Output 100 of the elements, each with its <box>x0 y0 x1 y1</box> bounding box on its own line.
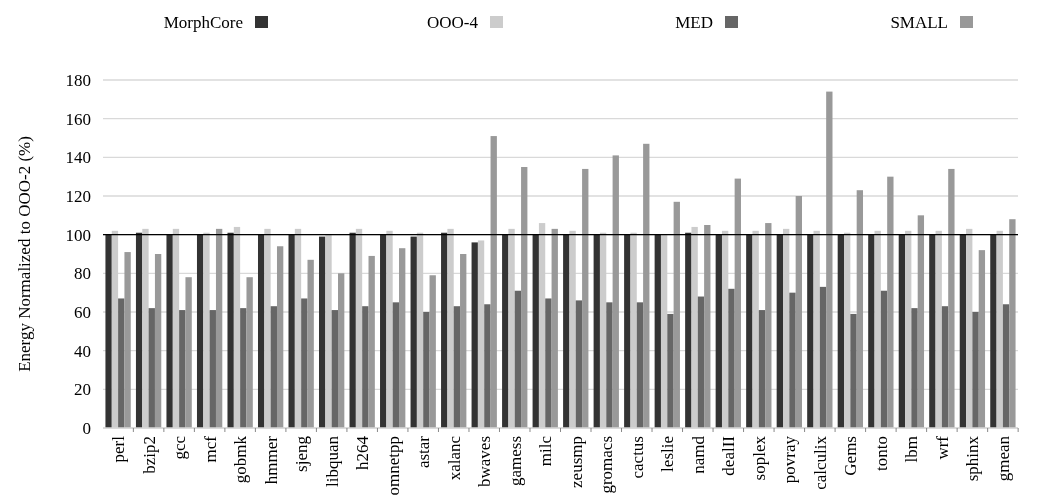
legend-label: MED <box>675 12 713 32</box>
bar <box>959 234 967 428</box>
bar <box>111 230 119 428</box>
bar <box>917 215 925 428</box>
bar <box>898 234 906 428</box>
bar <box>386 230 393 428</box>
y-tick-label: 160 <box>65 109 91 129</box>
bar <box>599 232 607 428</box>
bar <box>636 302 644 428</box>
bar <box>563 234 570 428</box>
bar <box>301 298 308 428</box>
y-tick-label: 80 <box>74 264 91 284</box>
x-tick-label: gobmk <box>231 435 251 484</box>
bar <box>704 225 711 428</box>
bar <box>721 230 729 428</box>
bar <box>887 176 894 428</box>
bar <box>850 313 857 428</box>
bar <box>118 298 125 428</box>
bar <box>752 230 759 428</box>
y-tick-label: 60 <box>74 302 91 322</box>
bar <box>307 259 314 428</box>
bar <box>685 232 692 428</box>
bar <box>948 168 955 428</box>
x-tick-label: mcf <box>200 435 220 463</box>
x-tick-label: libquan <box>322 435 342 487</box>
legend-label: MorphCore <box>163 12 243 32</box>
bar <box>331 310 338 428</box>
x-tick-label: sphinx <box>963 435 983 482</box>
bar <box>582 168 589 428</box>
y-tick-label: 40 <box>74 341 91 361</box>
bar <box>355 228 363 428</box>
bar <box>624 234 631 428</box>
bar <box>758 310 766 428</box>
bar <box>477 240 485 428</box>
x-tick-label: gamess <box>505 436 525 487</box>
x-tick-label: hmmer <box>261 435 281 485</box>
legend-label: SMALL <box>890 12 948 32</box>
x-tick-label: omnetpp <box>383 436 403 496</box>
bar <box>392 302 400 428</box>
bar <box>368 255 375 428</box>
bar <box>276 246 284 428</box>
bar <box>521 167 528 428</box>
bar <box>545 298 552 428</box>
bar <box>667 313 674 428</box>
x-tick-label: astar <box>414 435 434 469</box>
bar <box>124 252 131 428</box>
bar <box>990 234 997 428</box>
bar <box>484 304 491 428</box>
x-tick-label: xalanc <box>444 435 464 481</box>
bar <box>471 242 478 428</box>
x-tick-label: cactus <box>627 436 647 479</box>
x-tick-label: calculix <box>810 435 830 490</box>
bar <box>148 308 155 428</box>
x-tick-label: sjeng <box>292 435 312 472</box>
bar <box>966 228 973 428</box>
bar <box>416 232 424 428</box>
bar <box>423 312 430 428</box>
x-tick-label: soplex <box>749 435 769 481</box>
bar <box>179 310 186 428</box>
bar <box>978 250 986 428</box>
bar <box>441 232 448 428</box>
x-tick-label: Gems <box>841 436 861 476</box>
x-tick-label: zeusmp <box>566 436 586 488</box>
bar <box>612 155 619 428</box>
x-tick-label: bzip2 <box>139 436 159 474</box>
bar <box>630 232 637 428</box>
bar <box>532 234 539 428</box>
x-tick-label: gmean <box>993 435 1013 482</box>
bar <box>844 232 851 428</box>
bar <box>362 306 369 428</box>
x-tick-label: milc <box>536 435 556 467</box>
bar <box>874 230 881 428</box>
bar <box>1002 304 1010 428</box>
bar <box>654 234 661 428</box>
y-tick-label: 20 <box>74 380 91 400</box>
y-tick-label: 140 <box>65 148 91 168</box>
bar <box>776 234 783 428</box>
bar <box>508 228 515 428</box>
bar <box>593 234 600 428</box>
bar <box>819 286 827 428</box>
bar <box>643 143 650 428</box>
bar <box>728 288 735 428</box>
x-tick-label: namd <box>688 435 708 474</box>
bar <box>783 228 790 428</box>
bar <box>154 254 162 428</box>
bar <box>215 228 223 428</box>
bar <box>868 234 875 428</box>
bar <box>538 223 546 428</box>
bar <box>826 91 833 428</box>
x-tick-label: leslie <box>658 436 678 472</box>
bar <box>514 290 522 428</box>
bar <box>813 230 820 428</box>
y-tick-label: 0 <box>82 418 91 438</box>
bar <box>294 228 302 428</box>
bar <box>929 234 936 428</box>
bar <box>338 273 345 428</box>
x-tick-label: wrf <box>932 435 952 460</box>
bar <box>185 277 192 428</box>
bar <box>270 306 277 428</box>
bar <box>837 234 845 428</box>
